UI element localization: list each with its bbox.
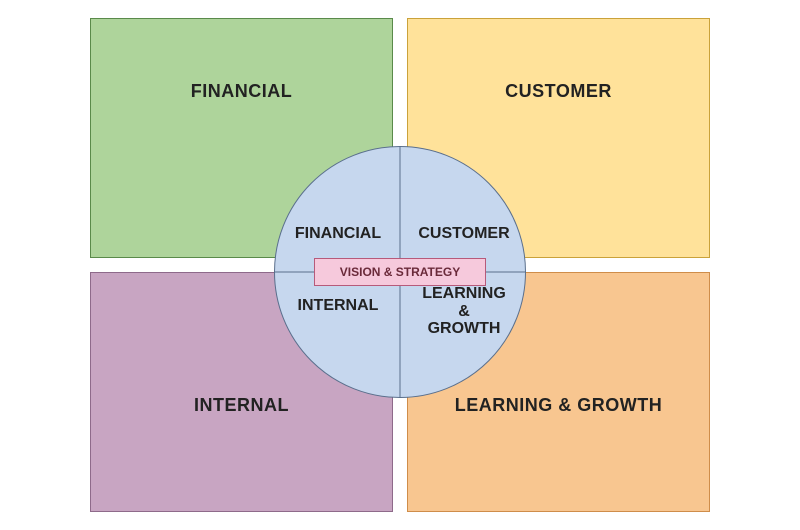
quadrant-financial-label: FINANCIAL xyxy=(191,81,293,102)
circle-seg-financial: FINANCIAL xyxy=(275,147,401,273)
quadrant-customer-label: CUSTOMER xyxy=(505,81,612,102)
vision-strategy-box: VISION & STRATEGY xyxy=(314,258,486,286)
balanced-scorecard-diagram: FINANCIAL CUSTOMER INTERNAL LEARNING & G… xyxy=(0,0,800,530)
circle-seg-customer: CUSTOMER xyxy=(401,147,527,273)
circle-seg-learning-growth: LEARNING&GROWTH xyxy=(401,273,527,399)
circle-seg-internal: INTERNAL xyxy=(275,273,401,399)
vision-strategy-label: VISION & STRATEGY xyxy=(340,265,460,279)
